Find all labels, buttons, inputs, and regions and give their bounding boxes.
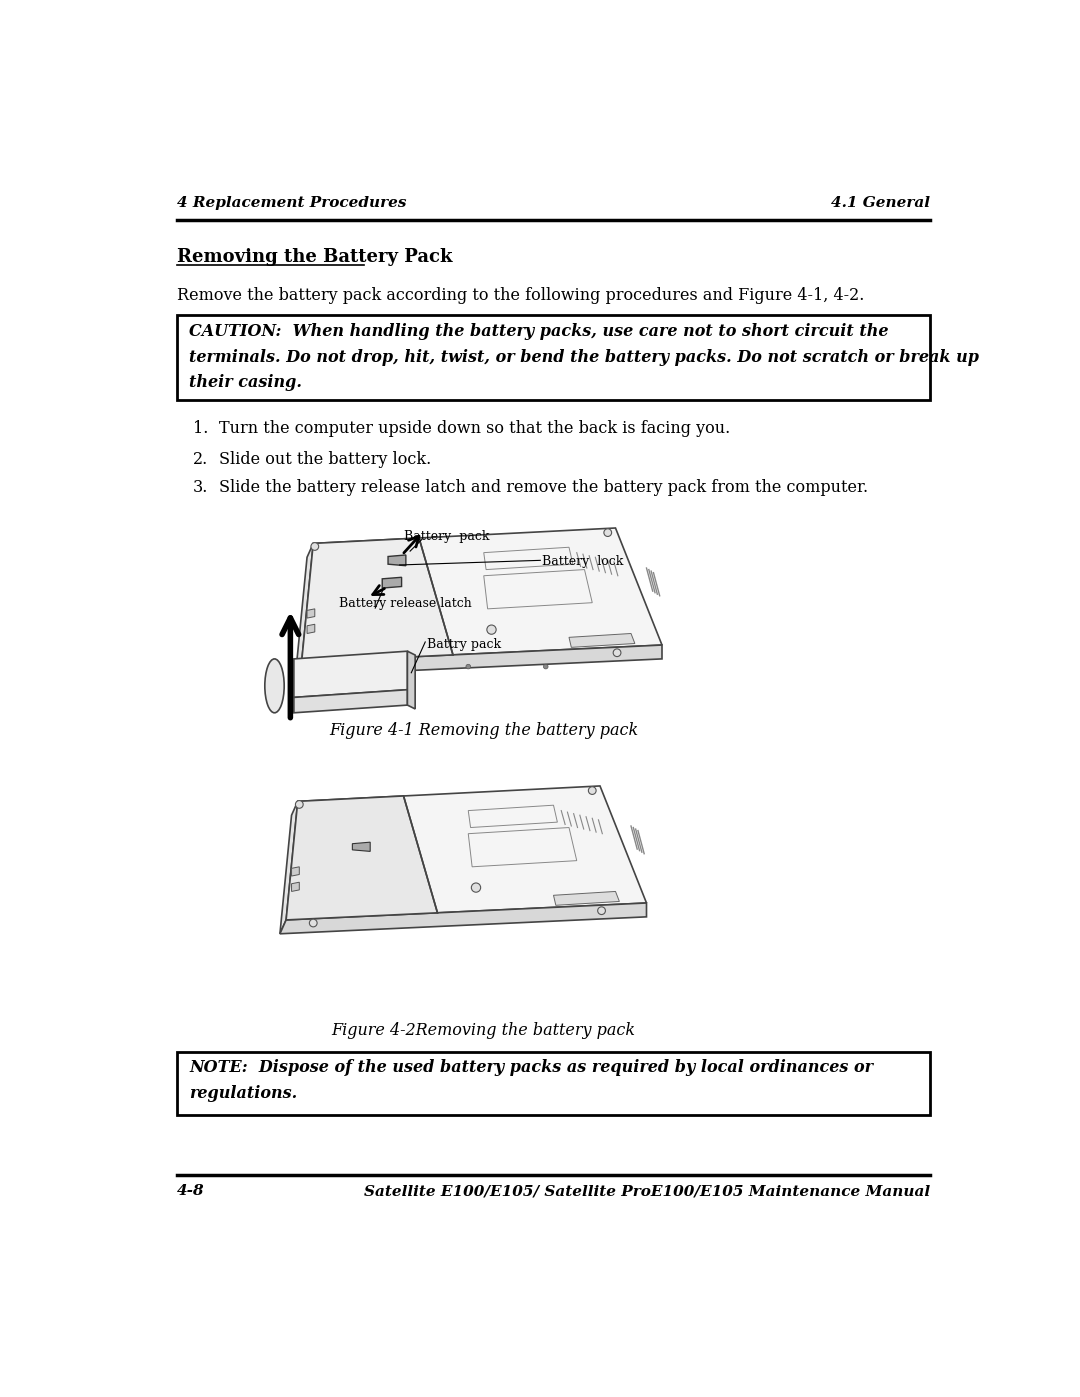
Polygon shape xyxy=(382,577,402,588)
Text: Remove the battery pack according to the following procedures and Figure 4-1, 4-: Remove the battery pack according to the… xyxy=(177,286,864,305)
Circle shape xyxy=(604,529,611,536)
Polygon shape xyxy=(294,651,407,697)
Text: Figure 4-1 Removing the battery pack: Figure 4-1 Removing the battery pack xyxy=(329,722,638,739)
Polygon shape xyxy=(569,633,635,647)
Text: Battry pack: Battry pack xyxy=(427,638,501,651)
Text: Turn the computer upside down so that the back is facing you.: Turn the computer upside down so that th… xyxy=(218,420,730,437)
Circle shape xyxy=(543,665,548,669)
Polygon shape xyxy=(301,528,662,662)
Circle shape xyxy=(309,919,318,926)
Circle shape xyxy=(597,907,606,915)
Text: Slide the battery release latch and remove the battery pack from the computer.: Slide the battery release latch and remo… xyxy=(218,479,868,496)
Text: NOTE:  Dispose of the used battery packs as required by local ordinances or
regu: NOTE: Dispose of the used battery packs … xyxy=(189,1059,874,1102)
Polygon shape xyxy=(352,842,370,851)
Polygon shape xyxy=(554,891,619,905)
Polygon shape xyxy=(307,624,314,633)
Text: CAUTION:  When handling the battery packs, use care not to short circuit the
ter: CAUTION: When handling the battery packs… xyxy=(189,323,980,391)
Circle shape xyxy=(357,665,362,669)
Circle shape xyxy=(487,624,496,634)
Text: 4-8: 4-8 xyxy=(177,1185,204,1199)
Text: 1.: 1. xyxy=(193,420,208,437)
Text: 2.: 2. xyxy=(193,451,208,468)
Bar xyxy=(177,316,930,400)
Circle shape xyxy=(471,883,481,893)
Polygon shape xyxy=(286,787,647,921)
Polygon shape xyxy=(388,555,406,566)
Polygon shape xyxy=(296,645,662,676)
Circle shape xyxy=(465,665,471,669)
Text: Figure 4-2Removing the battery pack: Figure 4-2Removing the battery pack xyxy=(332,1023,636,1039)
Text: Removing the Battery Pack: Removing the Battery Pack xyxy=(177,249,453,267)
Bar xyxy=(177,1052,930,1115)
Polygon shape xyxy=(301,538,453,662)
Text: 4.1 General: 4.1 General xyxy=(832,196,930,210)
Polygon shape xyxy=(307,609,314,617)
Polygon shape xyxy=(280,902,647,933)
Circle shape xyxy=(296,800,303,809)
Text: Battery  pack: Battery pack xyxy=(404,531,489,543)
Circle shape xyxy=(311,542,319,550)
Polygon shape xyxy=(294,690,407,712)
Ellipse shape xyxy=(265,659,284,712)
Polygon shape xyxy=(296,543,313,676)
Polygon shape xyxy=(407,651,415,708)
Text: 3.: 3. xyxy=(193,479,208,496)
Circle shape xyxy=(589,787,596,795)
Polygon shape xyxy=(280,802,298,933)
Text: Battery  lock: Battery lock xyxy=(542,555,623,569)
Polygon shape xyxy=(286,796,437,921)
Polygon shape xyxy=(292,882,299,891)
Circle shape xyxy=(325,661,333,669)
Text: Satellite E100/E105/ Satellite ProE100/E105 Maintenance Manual: Satellite E100/E105/ Satellite ProE100/E… xyxy=(364,1185,930,1199)
Text: 4 Replacement Procedures: 4 Replacement Procedures xyxy=(177,196,406,210)
Text: Slide out the battery lock.: Slide out the battery lock. xyxy=(218,451,431,468)
Polygon shape xyxy=(292,866,299,876)
Text: Battery release latch: Battery release latch xyxy=(339,598,472,610)
Circle shape xyxy=(613,648,621,657)
